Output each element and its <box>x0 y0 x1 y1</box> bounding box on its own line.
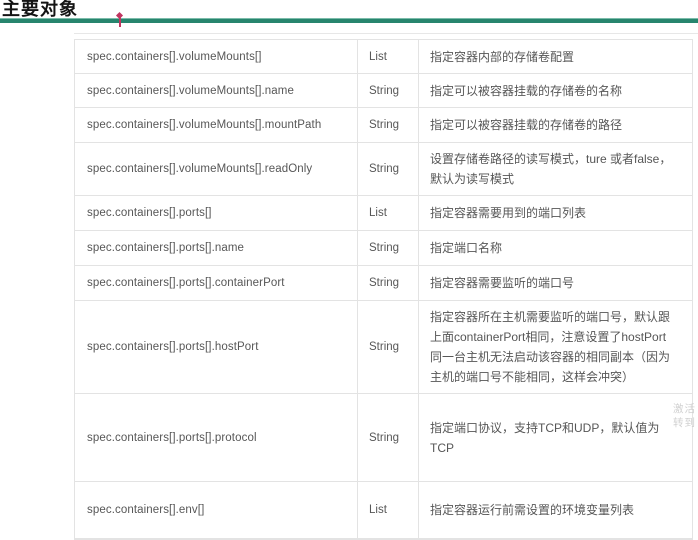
desc-cell-text: 指定容器内部的存储卷配置 <box>430 49 575 64</box>
desc-cell-text: 指定容器需要监听的端口号 <box>430 276 575 290</box>
table-row: spec.containers[].ports[].name String 指定端口… <box>75 231 692 266</box>
desc-cell: 指定端口协议，支持TCP和UDP，默认值为TCP <box>419 394 692 481</box>
desc-cell-text: 指定容器运行前需设置的环境变量列表 <box>430 503 635 517</box>
activation-watermark: 激活 转到 <box>673 402 696 430</box>
desc-cell: 指定容器内部的存储卷配置 <box>419 40 692 73</box>
field-cell-text: spec.containers[].ports[].containerPort <box>87 277 285 289</box>
desc-cell-text: 指定端口协议，支持TCP和UDP，默认值为TCP <box>430 420 660 455</box>
table-row: spec.containers[].volumeMounts[].mountPa… <box>75 108 692 143</box>
field-cell: spec.containers[].ports[].hostPort <box>75 301 357 393</box>
type-cell-text: String <box>369 163 400 175</box>
type-cell: String <box>357 108 419 142</box>
field-cell: spec.containers[].ports[].containerPort <box>75 266 357 300</box>
field-cell: spec.containers[].env[] <box>75 482 357 538</box>
field-cell-text: spec.containers[].volumeMounts[] <box>87 50 262 63</box>
watermark-line-1: 激活 <box>673 403 696 415</box>
table-row: spec.containers[].volumeMounts[] List 指定容器… <box>75 40 692 74</box>
type-cell: List <box>357 482 419 538</box>
type-cell: String <box>357 143 419 195</box>
type-cell-text: List <box>369 50 387 63</box>
field-cell: spec.containers[].volumeMounts[].readOnl… <box>75 143 357 195</box>
type-cell: String <box>357 301 419 393</box>
field-cell: spec.containers[].volumeMounts[].mountPa… <box>75 108 357 142</box>
desc-cell-text: 指定端口名称 <box>430 241 503 255</box>
desc-cell-text: 指定可以被容器挂载的存储卷的名称 <box>430 83 623 98</box>
type-cell-text: List <box>369 207 387 219</box>
table-row: spec.containers[].env[] List 指定容器运行前需设置的环境… <box>75 482 692 539</box>
field-cell: spec.containers[].volumeMounts[].name <box>75 74 357 107</box>
desc-cell-text: 设置存储卷路径的读写模式，ture 或者false，默认为读写模式 <box>430 152 672 186</box>
table-row: spec.containers[].volumeMounts[].name Str… <box>75 74 692 108</box>
type-cell-text: String <box>369 341 400 353</box>
desc-cell: 指定容器所在主机需要监听的端口号，默认跟上面containerPort相同，注意… <box>419 301 692 393</box>
desc-cell: 指定可以被容器挂载的存储卷的名称 <box>419 74 692 107</box>
field-cell-text: spec.containers[].volumeMounts[].name <box>87 84 294 97</box>
type-cell: List <box>357 40 419 73</box>
type-cell: String <box>357 394 419 481</box>
field-cell-text: spec.containers[].volumeMounts[].mountPa… <box>87 119 322 131</box>
type-cell: List <box>357 196 419 230</box>
desc-cell: 指定容器需要监听的端口号 <box>419 266 692 300</box>
field-cell: spec.containers[].ports[].name <box>75 231 357 265</box>
watermark-line-2: 转到 <box>673 417 696 429</box>
field-cell-text: spec.containers[].ports[].name <box>87 242 245 254</box>
type-cell-text: String <box>369 277 400 289</box>
field-cell: spec.containers[].ports[].protocol <box>75 394 357 481</box>
table-row: spec.containers[].ports[].hostPort String… <box>75 301 692 394</box>
type-cell-text: List <box>369 504 387 516</box>
table-row: spec.containers[].ports[].protocol String… <box>75 394 692 482</box>
title-underline <box>0 18 698 23</box>
field-cell: spec.containers[].volumeMounts[] <box>75 40 357 73</box>
table-row: spec.containers[].volumeMounts[].readOnl… <box>75 143 692 196</box>
table-row: spec.containers[].ports[].containerPort S… <box>75 266 692 301</box>
desc-cell: 指定容器需要用到的端口列表 <box>419 196 692 230</box>
field-cell-text: spec.containers[].ports[].protocol <box>87 431 257 444</box>
marker-stem <box>119 16 121 27</box>
field-cell-text: spec.containers[].volumeMounts[].readOnl… <box>87 163 313 175</box>
type-cell-text: String <box>369 242 400 254</box>
type-cell-text: String <box>369 119 400 131</box>
desc-cell: 指定可以被容器挂载的存储卷的路径 <box>419 108 692 142</box>
type-cell: String <box>357 266 419 300</box>
field-cell: spec.containers[].ports[] <box>75 196 357 230</box>
type-cell-text: String <box>369 84 400 97</box>
red-pointer-marker <box>115 11 124 27</box>
desc-cell: 设置存储卷路径的读写模式，ture 或者false，默认为读写模式 <box>419 143 692 195</box>
type-cell: String <box>357 231 419 265</box>
content-top-border <box>74 33 698 34</box>
desc-cell-text: 指定可以被容器挂载的存储卷的路径 <box>430 118 623 132</box>
desc-cell-text: 指定容器需要用到的端口列表 <box>430 206 587 220</box>
page-title: 主要对象 <box>2 0 78 20</box>
type-cell-text: String <box>369 431 400 444</box>
table-row: spec.containers[].ports[] List 指定容器需要用到的端口… <box>75 196 692 231</box>
field-cell-text: spec.containers[].ports[].hostPort <box>87 341 259 353</box>
field-cell-text: spec.containers[].env[] <box>87 504 205 516</box>
desc-cell-text: 指定容器所在主机需要监听的端口号，默认跟上面containerPort相同，注意… <box>430 310 671 384</box>
spec-reference-table: spec.containers[].volumeMounts[] List 指定容器… <box>74 39 693 540</box>
field-cell-text: spec.containers[].ports[] <box>87 207 212 219</box>
desc-cell: 指定容器运行前需设置的环境变量列表 <box>419 482 692 538</box>
desc-cell: 指定端口名称 <box>419 231 692 265</box>
type-cell: String <box>357 74 419 107</box>
